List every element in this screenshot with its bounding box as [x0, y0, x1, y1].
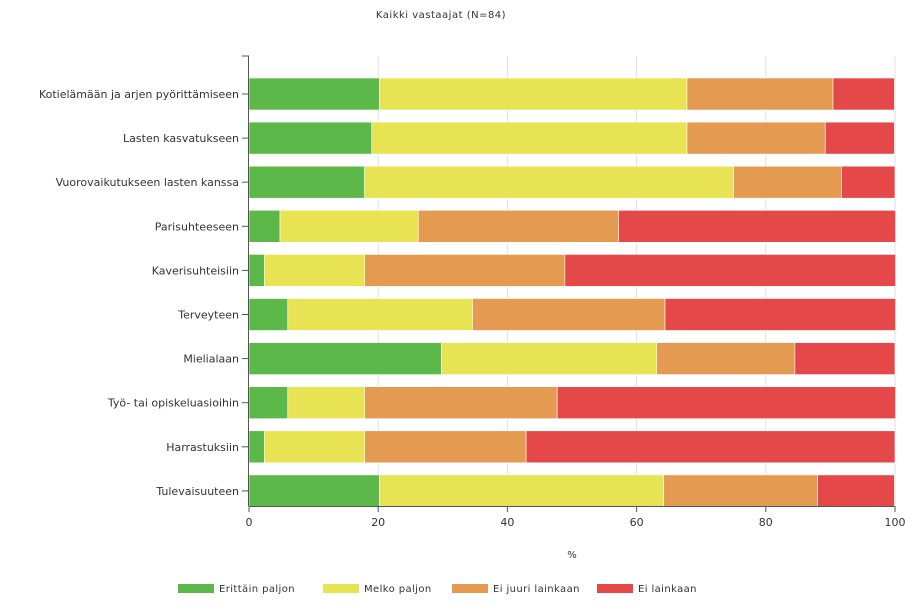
- bar-segment: [248, 121, 373, 155]
- bar-segment: [371, 121, 688, 155]
- category-label: Harrastuksiin: [166, 441, 239, 454]
- bar-segment: [287, 298, 473, 331]
- x-axis-title: %: [567, 550, 577, 561]
- bar-segment: [248, 210, 281, 243]
- bar-segment: [686, 121, 826, 155]
- category-label: Työ- tai opiskeluasioihin: [107, 397, 239, 410]
- legend-swatch: [323, 584, 359, 593]
- x-tick-label: 80: [759, 516, 773, 529]
- legend-swatch: [178, 584, 214, 593]
- bar-segment: [264, 254, 365, 287]
- bar-segment: [841, 165, 896, 199]
- bar-segment: [618, 210, 896, 243]
- category-label: Vuorovaikutukseen lasten kanssa: [56, 176, 239, 189]
- category-label: Kotielämään ja arjen pyörittämiseen: [39, 88, 239, 101]
- x-tick-label: 100: [885, 516, 905, 529]
- category-label: Tulevaisuuteen: [155, 485, 239, 498]
- bar-segment: [379, 474, 665, 508]
- bar-segment: [441, 342, 657, 375]
- bar-segment: [248, 165, 365, 199]
- bars: [248, 77, 896, 508]
- chart-title: Kaikki vastaajat (N=84): [376, 10, 506, 21]
- bar-segment: [817, 474, 895, 508]
- bar-segment: [248, 254, 265, 287]
- legend-label: Ei juuri lainkaan: [493, 584, 580, 595]
- bar-segment: [525, 430, 896, 464]
- bar-segment: [556, 386, 896, 420]
- bar-segment: [279, 210, 419, 243]
- category-label: Lasten kasvatukseen: [123, 132, 239, 145]
- x-tick-label: 0: [246, 516, 253, 529]
- bar-segment: [417, 210, 619, 243]
- bar-segment: [656, 342, 796, 375]
- bar-segment: [364, 165, 734, 199]
- bar-segment: [248, 386, 289, 420]
- bar-segment: [824, 121, 895, 155]
- bar-segment: [248, 298, 289, 331]
- bar-segment: [564, 254, 896, 287]
- category-label: Parisuhteeseen: [155, 220, 239, 233]
- category-label: Terveyteen: [177, 309, 239, 322]
- x-tick-labels: 0 20 40 60 80 100: [246, 516, 905, 529]
- legend-label: Melko paljon: [364, 584, 432, 595]
- bar-segment: [248, 430, 265, 464]
- x-tick-label: 20: [371, 516, 385, 529]
- legend: Erittäin paljon Melko paljon Ei juuri lain…: [178, 584, 697, 595]
- category-labels: Kotielämään ja arjen pyörittämiseen Laste…: [39, 88, 239, 498]
- x-tick-label: 60: [630, 516, 644, 529]
- bar-segment: [832, 77, 895, 111]
- legend-label: Ei lainkaan: [638, 584, 697, 595]
- bar-segment: [364, 386, 558, 420]
- bar-segment: [472, 298, 666, 331]
- bar-segment: [733, 165, 842, 199]
- bar-segment: [794, 342, 896, 375]
- legend-swatch: [452, 584, 488, 593]
- bar-segment: [664, 298, 896, 331]
- bar-segment: [364, 254, 566, 287]
- bar-segment: [248, 77, 380, 111]
- bar-segment: [364, 430, 527, 464]
- category-label: Kaverisuhteisiin: [152, 264, 239, 277]
- bar-segment: [379, 77, 688, 111]
- category-label: Mielialaan: [183, 353, 239, 366]
- axes: [242, 55, 896, 512]
- legend-swatch: [597, 584, 633, 593]
- bar-segment: [686, 77, 834, 111]
- bar-segment: [264, 430, 365, 464]
- bar-segment: [248, 342, 442, 375]
- bar-segment: [248, 474, 380, 508]
- legend-label: Erittäin paljon: [219, 584, 295, 595]
- bar-segment: [287, 386, 365, 420]
- x-tick-label: 40: [500, 516, 514, 529]
- bar-segment: [663, 474, 818, 508]
